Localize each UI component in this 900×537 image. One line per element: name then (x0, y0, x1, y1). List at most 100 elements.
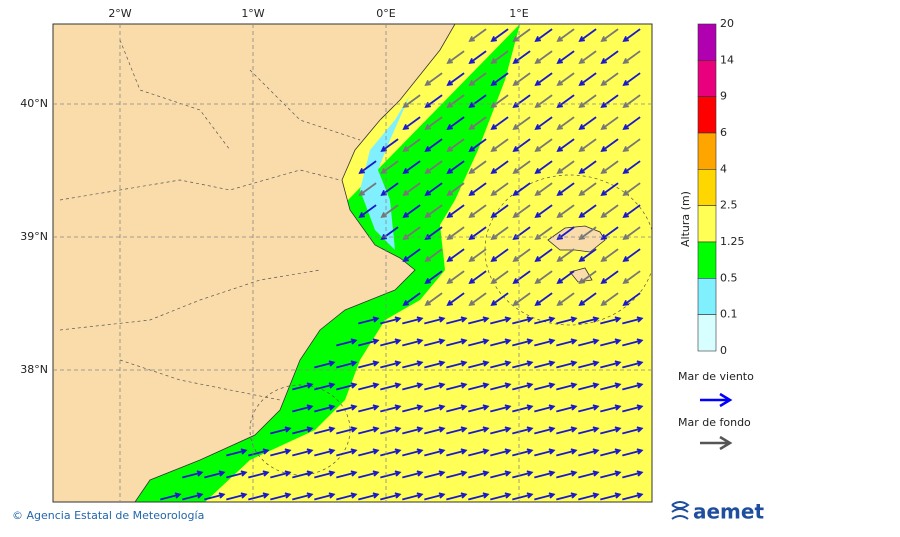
colorbar-band (697, 205, 717, 243)
wave-arrow (402, 404, 424, 413)
wave-arrow (622, 448, 644, 457)
wave-arrow (600, 94, 619, 108)
wave-arrow (578, 160, 597, 174)
wave-arrow (468, 160, 487, 174)
wave-arrow (578, 72, 597, 86)
wave-arrow (270, 470, 292, 479)
wave-arrow (468, 28, 487, 42)
wave-arrow (556, 50, 575, 64)
wave-arrow (534, 204, 553, 218)
wave-arrow (600, 248, 619, 262)
wave-arrow (424, 72, 443, 86)
wave-arrow (380, 470, 402, 479)
lat-label: 38°N (20, 363, 48, 376)
wave-arrow (358, 204, 377, 218)
wave-arrow (600, 292, 619, 306)
wave-arrow (402, 338, 424, 347)
colorbar-title: Altura (m) (679, 191, 692, 247)
colorbar-label: 14 (720, 53, 734, 66)
wave-arrow (512, 470, 534, 479)
wave-arrow (380, 360, 402, 369)
wave-arrow (600, 226, 619, 240)
wave-arrow (534, 248, 553, 262)
wave-arrow (512, 182, 531, 196)
wave-arrow (578, 316, 600, 325)
wave-arrow (490, 160, 509, 174)
wave-arrow (490, 404, 512, 413)
wave-arrow (204, 470, 226, 479)
wave-arrow (402, 492, 424, 501)
wave-arrow (490, 492, 512, 501)
wave-arrow (336, 448, 358, 457)
wave-arrow (336, 404, 358, 413)
wave-arrow (578, 426, 600, 435)
colorbar-band (697, 241, 717, 279)
wave-arrow (490, 182, 509, 196)
colorbar-label: 1.25 (720, 235, 745, 248)
wave-arrow (512, 72, 531, 86)
wave-arrow (314, 404, 336, 413)
wave-arrow (314, 492, 336, 501)
logo: aemet (693, 500, 764, 524)
wave-arrow (622, 338, 644, 347)
wave-arrow (512, 138, 531, 152)
wave-arrow (578, 404, 600, 413)
wave-arrow (622, 492, 644, 501)
wave-arrow (534, 138, 553, 152)
wave-arrow (314, 426, 336, 435)
wave-arrow (336, 492, 358, 501)
wave-arrow (226, 470, 248, 479)
wave-arrow (270, 448, 292, 457)
wave-arrow (490, 316, 512, 325)
wave-arrow (380, 182, 399, 196)
wave-arrow (446, 292, 465, 306)
wave-arrow (314, 360, 336, 369)
wave-arrow (490, 28, 509, 42)
wave-arrow (600, 338, 622, 347)
wave-arrow (556, 72, 575, 86)
wave-arrow (424, 338, 446, 347)
wave-arrow (402, 248, 421, 262)
wave-arrow (600, 160, 619, 174)
wave-arrow (446, 404, 468, 413)
wave-arrow (446, 182, 465, 196)
wave-arrow (578, 182, 597, 196)
wave-arrow (446, 226, 465, 240)
wave-arrow (336, 382, 358, 391)
wave-arrow (578, 138, 597, 152)
wave-arrow (556, 360, 578, 369)
map-area (53, 24, 652, 502)
wave-arrow (556, 270, 575, 284)
wave-arrow (556, 248, 575, 262)
wave-arrow (468, 360, 490, 369)
wave-arrow (490, 248, 509, 262)
wave-arrow (556, 426, 578, 435)
wave-arrow (512, 248, 531, 262)
wave-arrow (248, 470, 270, 479)
wave-arrow (622, 382, 644, 391)
wave-arrow (490, 50, 509, 64)
wave-arrow (556, 448, 578, 457)
wave-arrow (622, 360, 644, 369)
wave-arrow (314, 448, 336, 457)
island (547, 225, 606, 253)
wave-arrow (578, 492, 600, 501)
wave-arrow (402, 448, 424, 457)
wave-arrow (468, 382, 490, 391)
wave-arrow (424, 448, 446, 457)
wave-arrow (534, 160, 553, 174)
wave-arrow (622, 470, 644, 479)
wave-arrow (424, 226, 443, 240)
wave-arrow (600, 316, 622, 325)
wave-arrow (270, 426, 292, 435)
wave-arrow (182, 492, 204, 501)
wave-arrow (556, 160, 575, 174)
wave-arrow (358, 404, 380, 413)
wave-arrow (468, 426, 490, 435)
wave-arrow (424, 204, 443, 218)
lon-label: 1°E (509, 7, 528, 20)
wave-arrow (336, 338, 358, 347)
wave-arrow (424, 116, 443, 130)
colorbar-label: 9 (720, 90, 727, 103)
wave-arrow (578, 292, 597, 306)
